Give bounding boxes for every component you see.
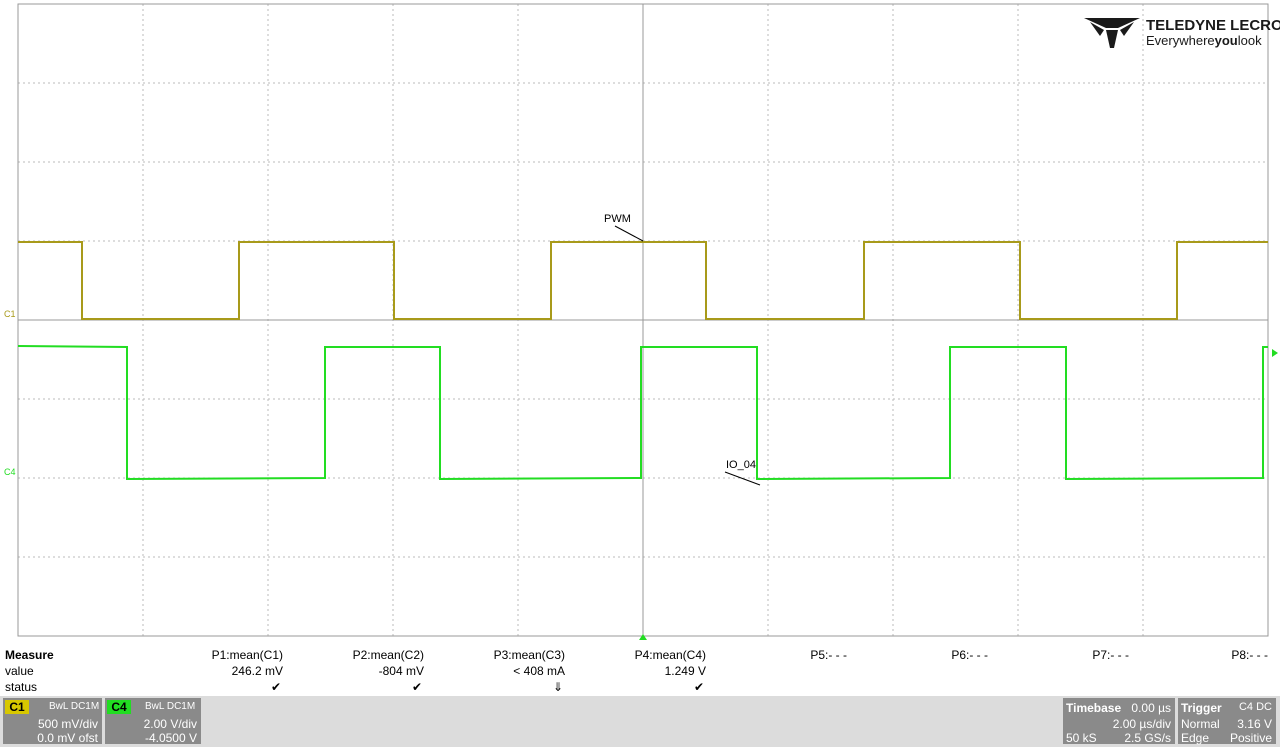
param-status: ✔ [411, 680, 422, 694]
c1-marker: C1 [4, 309, 16, 319]
tagline-c: look [1237, 33, 1262, 48]
channel-c1[interactable]: C1 BwL DC1M 500 mV/div 0.0 mV ofst [3, 698, 102, 745]
measure-title: Measure [5, 648, 54, 662]
level: 3.16 V [1237, 717, 1272, 731]
param-name: P1:mean(C1) [211, 648, 283, 662]
rate: 2.5 GS/s [1124, 731, 1171, 745]
scale: 500 mV/div [37, 717, 98, 731]
tagline-a: Everywhere [1146, 33, 1215, 48]
param-value: -804 mV [378, 664, 424, 678]
channel-id: C1 [5, 700, 29, 714]
tagline: Everywhereyoulook [1146, 33, 1262, 48]
channel-id: C4 [107, 700, 131, 714]
slope: Positive [1229, 731, 1272, 745]
logo-mark [1084, 18, 1140, 48]
coupling: BwL DC1M [49, 701, 100, 712]
mode: Normal [1181, 717, 1220, 731]
scale: 2.00 V/div [143, 717, 197, 731]
delay: 0.00 µs [1131, 701, 1171, 715]
param-value: 1.249 V [664, 664, 706, 678]
source: C4 DC [1238, 701, 1272, 713]
trigger-time-marker [639, 634, 647, 640]
scale: 2.00 µs/div [1112, 717, 1171, 731]
param-value: < 408 mA [513, 664, 565, 678]
measure-panel: Measure value status P1:mean(C1) 246.2 mV… [0, 640, 1280, 696]
brand: TELEDYNE LECROY [1146, 17, 1280, 34]
param-name: P7:- - - [1092, 648, 1129, 662]
coupling: BwL DC1M [145, 701, 196, 712]
scope-display [17, 3, 1278, 640]
type: Edge [1181, 731, 1210, 745]
tagline-b: you [1214, 33, 1238, 48]
io-trace [17, 345, 1268, 481]
param-name: P6:- - - [951, 648, 988, 662]
param-status: ⇓ [552, 680, 563, 694]
pwm-leader [614, 225, 644, 242]
trigger-level-marker [1272, 349, 1278, 357]
param-name: P3:mean(C3) [493, 648, 565, 662]
pwm-label: PWM [604, 213, 631, 225]
param-value: 246.2 mV [231, 664, 283, 678]
pwm-trace [18, 241, 1268, 320]
io-label: IO_04 [726, 459, 756, 471]
trigger[interactable]: Trigger C4 DC Normal 3.16 V Edge Positiv… [1178, 698, 1276, 745]
io-leader [724, 471, 761, 486]
c4-marker: C4 [4, 467, 16, 477]
row-label: value [5, 664, 34, 678]
row-label: status [5, 680, 38, 694]
offset: -4.0500 V [144, 731, 197, 745]
param-name: P8:- - - [1231, 648, 1268, 662]
samples: 50 kS [1066, 731, 1097, 745]
param-name: P5:- - - [810, 648, 847, 662]
timebase-title: Timebase [1066, 701, 1122, 715]
channel-c4[interactable]: C4 BwL DC1M 2.00 V/div -4.0500 V [105, 698, 201, 745]
offset: 0.0 mV ofst [37, 731, 98, 745]
param-name: P2:mean(C2) [352, 648, 424, 662]
param-name: P4:mean(C4) [634, 648, 706, 662]
timebase[interactable]: Timebase 0.00 µs 2.00 µs/div 50 kS 2.5 G… [1063, 698, 1175, 745]
param-status: ✔ [693, 680, 704, 694]
param-status: ✔ [270, 680, 281, 694]
status-bar: C1 BwL DC1M 500 mV/div 0.0 mV ofst C4 Bw… [0, 696, 1280, 747]
trigger-title: Trigger [1181, 701, 1222, 715]
